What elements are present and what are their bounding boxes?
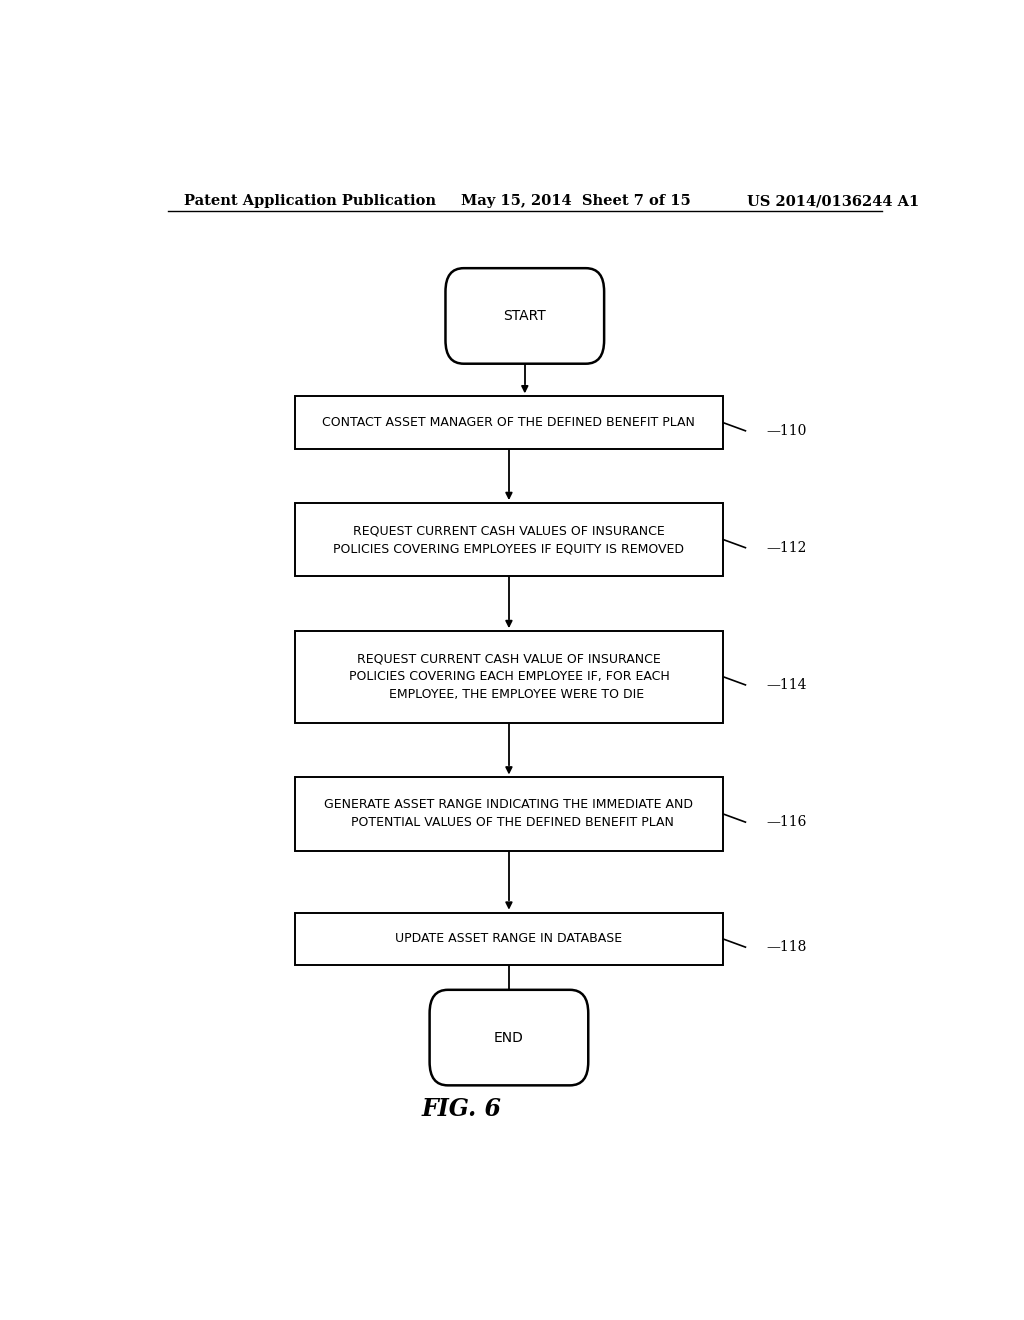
Text: END: END — [494, 1031, 524, 1044]
Bar — [295, 631, 723, 722]
Text: REQUEST CURRENT CASH VALUES OF INSURANCE
POLICIES COVERING EMPLOYEES IF EQUITY I: REQUEST CURRENT CASH VALUES OF INSURANCE… — [334, 524, 684, 554]
Text: FIG. 6: FIG. 6 — [421, 1097, 502, 1121]
Bar — [295, 503, 723, 576]
Text: —114: —114 — [767, 678, 807, 692]
Text: —112: —112 — [767, 541, 807, 554]
Text: START: START — [504, 309, 546, 323]
Text: May 15, 2014  Sheet 7 of 15: May 15, 2014 Sheet 7 of 15 — [461, 194, 691, 209]
FancyBboxPatch shape — [430, 990, 588, 1085]
FancyBboxPatch shape — [445, 268, 604, 364]
Bar — [295, 912, 723, 965]
Text: US 2014/0136244 A1: US 2014/0136244 A1 — [748, 194, 920, 209]
Text: REQUEST CURRENT CASH VALUE OF INSURANCE
POLICIES COVERING EACH EMPLOYEE IF, FOR : REQUEST CURRENT CASH VALUE OF INSURANCE … — [348, 652, 670, 701]
Bar — [295, 777, 723, 850]
Text: CONTACT ASSET MANAGER OF THE DEFINED BENEFIT PLAN: CONTACT ASSET MANAGER OF THE DEFINED BEN… — [323, 416, 695, 429]
Text: —118: —118 — [767, 940, 807, 954]
Text: Patent Application Publication: Patent Application Publication — [183, 194, 435, 209]
Text: UPDATE ASSET RANGE IN DATABASE: UPDATE ASSET RANGE IN DATABASE — [395, 932, 623, 945]
Text: —110: —110 — [767, 424, 807, 438]
Text: GENERATE ASSET RANGE INDICATING THE IMMEDIATE AND
  POTENTIAL VALUES OF THE DEFI: GENERATE ASSET RANGE INDICATING THE IMME… — [325, 799, 693, 829]
Bar — [295, 396, 723, 449]
Text: —116: —116 — [767, 816, 807, 829]
